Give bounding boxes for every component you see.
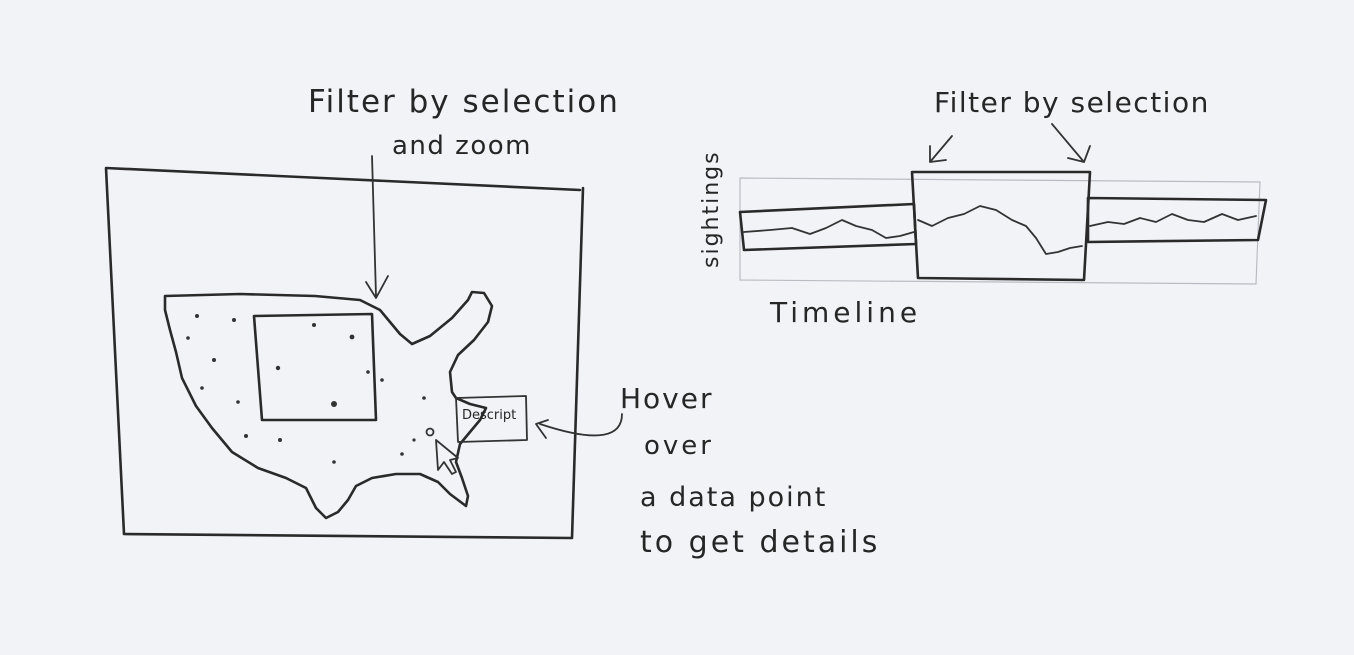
data-point[interactable] xyxy=(278,438,282,442)
timeline-left-series xyxy=(743,219,915,239)
map-panel: Descript Filter by selection and zoom Ho… xyxy=(104,84,880,560)
mouse-cursor-icon xyxy=(435,439,459,475)
hover-annotation-line2: over xyxy=(644,431,714,461)
data-point[interactable] xyxy=(232,318,236,322)
data-point[interactable] xyxy=(312,323,316,327)
data-point[interactable] xyxy=(412,438,416,442)
data-point[interactable] xyxy=(186,336,190,340)
map-selection-box[interactable] xyxy=(252,312,378,422)
hover-annotation-line3: a data point xyxy=(640,482,827,513)
zoom-annotation-line2: and zoom xyxy=(392,131,532,161)
data-point[interactable] xyxy=(349,334,355,340)
timeline-selection-box[interactable] xyxy=(910,170,1092,282)
data-point[interactable] xyxy=(400,452,404,456)
data-point[interactable] xyxy=(332,460,336,464)
hover-annotation-line4: to get details xyxy=(640,525,880,560)
data-point[interactable] xyxy=(331,401,337,407)
map-frame xyxy=(104,166,585,540)
zoom-annotation-line1: Filter by selection xyxy=(308,84,620,120)
hover-annotation-line1: Hover xyxy=(620,382,714,415)
tooltip-box xyxy=(455,395,528,443)
data-point[interactable] xyxy=(236,400,240,404)
timeline-right-segment[interactable] xyxy=(1086,196,1268,244)
timeline-background-strip xyxy=(739,177,1261,285)
data-point[interactable] xyxy=(380,378,384,382)
us-map-outline[interactable] xyxy=(163,290,494,520)
map-data-points[interactable] xyxy=(186,314,435,464)
timeline-selected-series xyxy=(917,205,1083,255)
timeline-y-axis-label: sightings xyxy=(699,150,724,268)
timeline-filter-arrow-left xyxy=(929,135,953,163)
hovered-data-point[interactable] xyxy=(425,427,435,437)
data-point[interactable] xyxy=(275,365,281,371)
timeline-panel: Filter by selection sightings Timeline xyxy=(699,86,1268,329)
timeline-filter-arrow-right xyxy=(1051,123,1091,163)
data-point[interactable] xyxy=(195,314,199,318)
data-point[interactable] xyxy=(366,370,370,374)
data-point[interactable] xyxy=(244,434,248,438)
timeline-filter-annotation: Filter by selection xyxy=(934,86,1210,119)
timeline-x-axis-label: Timeline xyxy=(769,296,921,329)
data-point[interactable] xyxy=(200,386,204,390)
tooltip-label: Descript xyxy=(462,408,516,423)
data-point[interactable] xyxy=(422,396,426,400)
hover-annotation-arrow xyxy=(535,413,623,439)
data-point[interactable] xyxy=(212,358,216,362)
zoom-annotation-arrow xyxy=(365,155,389,299)
timeline-right-series xyxy=(1089,213,1257,227)
